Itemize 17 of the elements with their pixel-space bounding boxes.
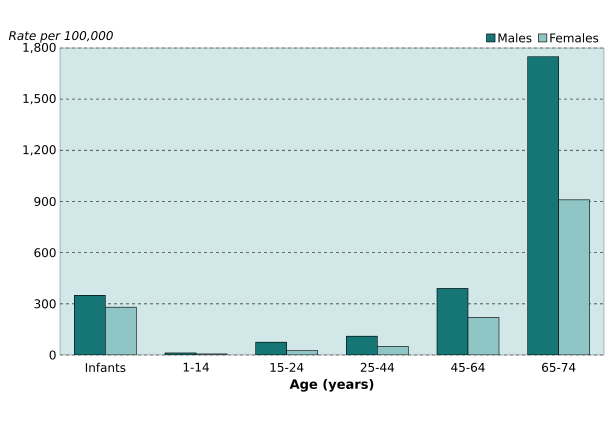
x-axis-title: Age (years) (290, 378, 374, 392)
y-tick-label: 0 (50, 350, 56, 360)
y-tick-label: 900 (34, 196, 56, 206)
x-tick-label: Infants (86, 362, 126, 372)
x-tick-label: 65-74 (542, 362, 576, 372)
x-tick-label: 15-24 (270, 362, 304, 372)
x-tick-label: 25-44 (360, 362, 394, 372)
legend-label: Females (550, 33, 598, 42)
y-tick-label: 600 (34, 248, 56, 258)
y-tick-label: 1,200 (23, 145, 56, 156)
y-tick-label: 1,800 (23, 42, 56, 54)
y-tick-label: 300 (34, 299, 56, 308)
x-tick-label: 1-14 (184, 362, 209, 372)
y-tick-label: 1,500 (23, 94, 56, 104)
y-axis-title: Rate per 100,000 (8, 31, 113, 42)
legend-label: Males (498, 33, 532, 42)
x-tick-label: 45-64 (451, 362, 485, 372)
